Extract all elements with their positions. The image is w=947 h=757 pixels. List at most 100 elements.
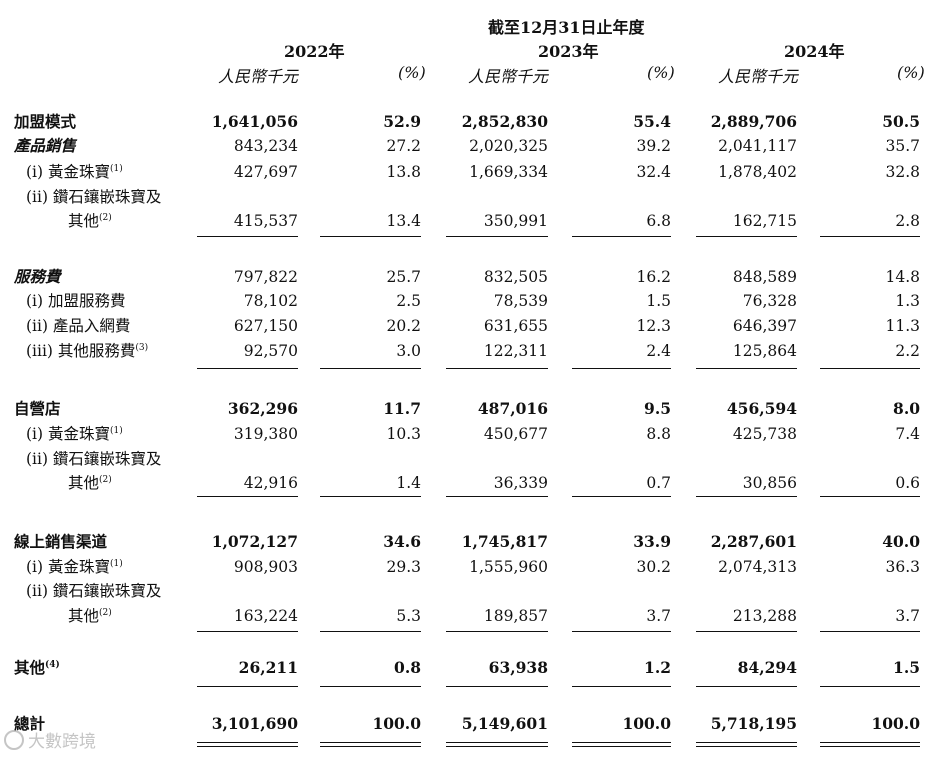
row-label: (i) 黃金珠寶(1): [26, 557, 123, 577]
percent-cell: 1.5: [893, 658, 920, 677]
row-label: (ii) 鑽石鑲嵌珠寶及: [26, 581, 161, 601]
subtotal-rule: [446, 631, 548, 632]
percent-cell: 6.8: [646, 212, 671, 230]
row-label-text: (ii) 鑽石鑲嵌珠寶及: [26, 450, 162, 468]
amount-cell: 1,072,127: [211, 532, 298, 551]
year-header-2023: 2023年: [538, 42, 599, 61]
subtotal-rule: [320, 686, 421, 687]
footnote-ref: (1): [109, 163, 123, 174]
amount-cell: 1,745,817: [461, 532, 548, 551]
total-double-rule: [820, 742, 920, 747]
amount-cell: 84,294: [737, 658, 797, 677]
amount-cell: 646,397: [732, 317, 797, 335]
amount-cell: 487,016: [477, 399, 548, 418]
amount-cell: 92,570: [243, 342, 298, 360]
watermark-text: 大數跨境: [28, 732, 96, 752]
amount-cell: 213,288: [732, 607, 797, 625]
amount-cell: 427,697: [233, 163, 298, 181]
percent-cell: 8.8: [646, 425, 671, 443]
row-label-text: 自營店: [14, 399, 61, 418]
percent-cell: 0.8: [394, 658, 421, 677]
percent-cell: 34.6: [383, 532, 421, 551]
subtotal-rule: [820, 236, 920, 237]
amount-cell: 1,641,056: [211, 112, 298, 131]
percent-cell: 25.7: [386, 268, 421, 286]
row-label-text: 加盟模式: [14, 112, 77, 131]
percent-cell: 11.7: [383, 399, 421, 418]
row-label: (i) 黃金珠寶(1): [26, 162, 123, 182]
subtotal-rule: [820, 368, 920, 369]
amount-cell: 350,991: [483, 212, 548, 230]
row-label-text: (i) 黃金珠寶: [26, 163, 110, 181]
row-label: (i) 加盟服務費: [26, 291, 125, 311]
row-label-text: (ii) 鑽石鑲嵌珠寶及: [26, 188, 162, 206]
subtotal-rule: [197, 686, 298, 687]
watermark-logo-icon: [4, 730, 24, 750]
amount-cell: 122,311: [483, 342, 548, 360]
percent-cell: 2.8: [895, 212, 920, 230]
amount-cell: 2,852,830: [461, 112, 548, 131]
amount-cell: 2,074,313: [718, 558, 797, 576]
amount-cell: 162,715: [732, 212, 797, 230]
percent-cell: 13.8: [386, 163, 421, 181]
row-label: 自營店: [14, 399, 61, 419]
pct-label-2023: (%): [647, 63, 675, 82]
footnote-ref: (1): [109, 425, 123, 436]
amount-cell: 908,903: [233, 558, 298, 576]
subtotal-rule: [696, 686, 797, 687]
subtotal-rule: [820, 686, 920, 687]
percent-cell: 32.4: [636, 163, 671, 181]
subtotal-rule: [446, 236, 548, 237]
amount-cell: 1,878,402: [718, 163, 797, 181]
amount-cell: 627,150: [233, 317, 298, 335]
percent-cell: 9.5: [644, 399, 671, 418]
percent-cell: 13.4: [386, 212, 421, 230]
unit-label-2023: 人民幣千元: [468, 67, 549, 86]
percent-cell: 3.0: [396, 342, 421, 360]
percent-cell: 100.0: [622, 714, 671, 733]
pct-label-2022: (%): [398, 63, 426, 82]
percent-cell: 12.3: [636, 317, 671, 335]
subtotal-rule: [696, 236, 797, 237]
percent-cell: 16.2: [636, 268, 671, 286]
period-header: 截至12月31日止年度: [488, 18, 645, 37]
amount-cell: 425,738: [732, 425, 797, 443]
amount-cell: 797,822: [233, 268, 298, 286]
amount-cell: 5,718,195: [710, 714, 797, 733]
amount-cell: 843,234: [233, 137, 298, 155]
row-label: (ii) 鑽石鑲嵌珠寶及: [26, 449, 161, 469]
amount-cell: 2,020,325: [469, 137, 548, 155]
percent-cell: 2.5: [396, 292, 421, 310]
percent-cell: 1.2: [644, 658, 671, 677]
row-label-text: (iii) 其他服務費: [26, 342, 136, 360]
amount-cell: 76,328: [742, 292, 797, 310]
footnote-ref: (2): [99, 607, 112, 618]
percent-cell: 40.0: [882, 532, 920, 551]
subtotal-rule: [197, 368, 298, 369]
percent-cell: 3.7: [646, 607, 671, 625]
amount-cell: 3,101,690: [211, 714, 298, 733]
row-label: 其他(4): [14, 658, 60, 678]
row-label-text: 其他: [68, 607, 100, 625]
subtotal-rule: [320, 236, 421, 237]
amount-cell: 450,677: [483, 425, 548, 443]
amount-cell: 2,889,706: [710, 112, 797, 131]
subtotal-rule: [197, 631, 298, 632]
amount-cell: 78,539: [493, 292, 548, 310]
row-label-text: 其他: [68, 474, 100, 492]
percent-cell: 2.4: [646, 342, 671, 360]
row-label-text: 其他: [68, 212, 100, 230]
row-label: 產品銷售: [14, 136, 76, 156]
row-label-text: (i) 加盟服務費: [26, 292, 126, 310]
subtotal-rule: [572, 368, 671, 369]
percent-cell: 55.4: [633, 112, 671, 131]
row-label-text: 其他: [14, 658, 46, 677]
row-label: 其他(2): [68, 606, 112, 626]
amount-cell: 1,669,334: [469, 163, 548, 181]
pct-label-2024: (%): [897, 63, 925, 82]
amount-cell: 26,211: [238, 658, 298, 677]
percent-cell: 10.3: [386, 425, 421, 443]
percent-cell: 14.8: [885, 268, 920, 286]
total-double-rule: [320, 742, 421, 747]
percent-cell: 3.7: [895, 607, 920, 625]
